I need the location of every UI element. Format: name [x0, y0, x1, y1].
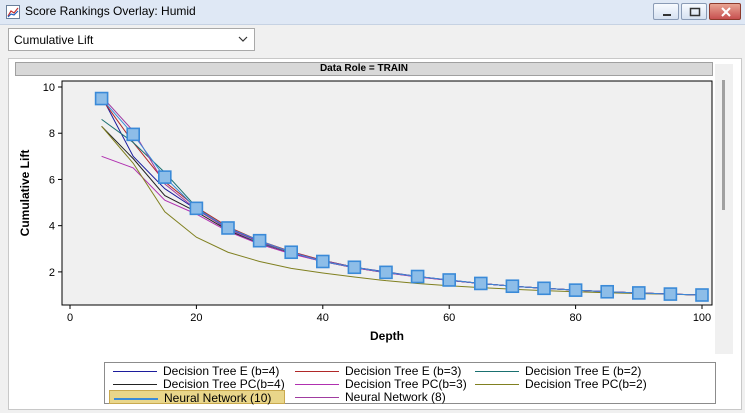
statistic-select[interactable]: Cumulative Lift — [8, 28, 255, 51]
legend-swatch — [475, 384, 519, 385]
legend-item[interactable]: Decision Tree E (b=2) — [471, 364, 647, 378]
legend-label: Decision Tree E (b=2) — [525, 364, 642, 378]
legend-label: Decision Tree PC(b=3) — [345, 377, 467, 391]
data-point-marker — [473, 276, 488, 291]
data-point-marker — [663, 287, 678, 301]
x-axis-label: Depth — [370, 329, 404, 343]
data-point-marker — [695, 288, 709, 302]
legend-swatch — [114, 398, 158, 400]
legend-swatch — [295, 397, 339, 398]
data-point-marker — [94, 91, 109, 106]
data-point-marker — [379, 265, 393, 280]
statistic-select-value: Cumulative Lift — [14, 33, 94, 47]
close-button[interactable] — [709, 3, 741, 20]
x-tick-label: 60 — [443, 312, 455, 324]
data-point-marker — [158, 170, 172, 184]
minimize-icon — [663, 14, 671, 16]
x-tick-label: 20 — [190, 312, 202, 324]
x-tick-label: 0 — [67, 312, 73, 324]
legend-item[interactable]: Decision Tree PC(b=2) — [471, 377, 647, 391]
legend-item[interactable]: Decision Tree E (b=4) — [109, 364, 285, 378]
data-point-marker — [505, 279, 520, 294]
data-point-marker — [126, 127, 140, 142]
data-point-marker — [347, 260, 362, 275]
legend-item[interactable]: Neural Network (10) — [109, 390, 285, 405]
legend-item[interactable]: Decision Tree PC(b=4) — [109, 377, 285, 391]
legend-label: Decision Tree PC(b=4) — [163, 377, 285, 391]
y-tick-label: 4 — [49, 221, 55, 233]
x-tick-label: 80 — [569, 312, 581, 324]
data-point-marker — [442, 273, 457, 287]
x-tick-label: 100 — [693, 312, 711, 324]
legend-label: Decision Tree PC(b=2) — [525, 377, 647, 391]
maximize-icon — [689, 7, 701, 17]
legend-swatch — [113, 371, 157, 372]
data-point-marker — [568, 283, 583, 297]
legend-item[interactable]: Neural Network (8) — [291, 390, 467, 404]
data-point-marker — [315, 254, 330, 269]
window-title: Score Rankings Overlay: Humid — [25, 4, 196, 18]
data-point-marker — [189, 201, 204, 216]
x-tick-label: 40 — [317, 312, 329, 324]
legend-label: Decision Tree E (b=3) — [345, 364, 462, 378]
legend-label: Decision Tree E (b=4) — [163, 364, 280, 378]
data-point-marker — [284, 245, 299, 260]
scrollbar-thumb[interactable] — [722, 80, 725, 210]
vertical-scrollbar[interactable] — [715, 64, 733, 354]
y-tick-label: 6 — [49, 174, 55, 186]
y-axis-label: Cumulative Lift — [18, 150, 32, 237]
data-point-marker — [252, 233, 267, 248]
data-point-marker — [410, 269, 425, 284]
legend-item[interactable]: Decision Tree E (b=3) — [291, 364, 467, 378]
data-role-header: Data Role = TRAIN — [15, 62, 713, 76]
close-icon — [721, 7, 731, 17]
legend-item[interactable]: Decision Tree PC(b=3) — [291, 377, 467, 391]
legend-label: Neural Network (10) — [164, 391, 272, 405]
y-tick-label: 8 — [49, 128, 55, 140]
minimize-button[interactable] — [653, 3, 679, 20]
data-point-marker — [600, 284, 615, 299]
legend-swatch — [113, 384, 157, 385]
legend-swatch — [475, 371, 519, 372]
data-point-marker — [221, 221, 235, 235]
legend-label: Neural Network (8) — [345, 390, 446, 404]
chevron-down-icon — [238, 36, 248, 42]
chart-app-icon — [6, 5, 20, 19]
chart-legend: Decision Tree E (b=4) Decision Tree E (b=… — [104, 362, 716, 405]
data-point-marker — [631, 286, 646, 300]
y-tick-label: 2 — [49, 267, 55, 279]
window-titlebar: Score Rankings Overlay: Humid — [0, 0, 745, 25]
legend-swatch — [295, 371, 339, 372]
y-tick-label: 10 — [43, 82, 55, 94]
legend-swatch — [295, 384, 339, 385]
maximize-button[interactable] — [681, 3, 707, 20]
data-point-marker — [537, 281, 551, 296]
